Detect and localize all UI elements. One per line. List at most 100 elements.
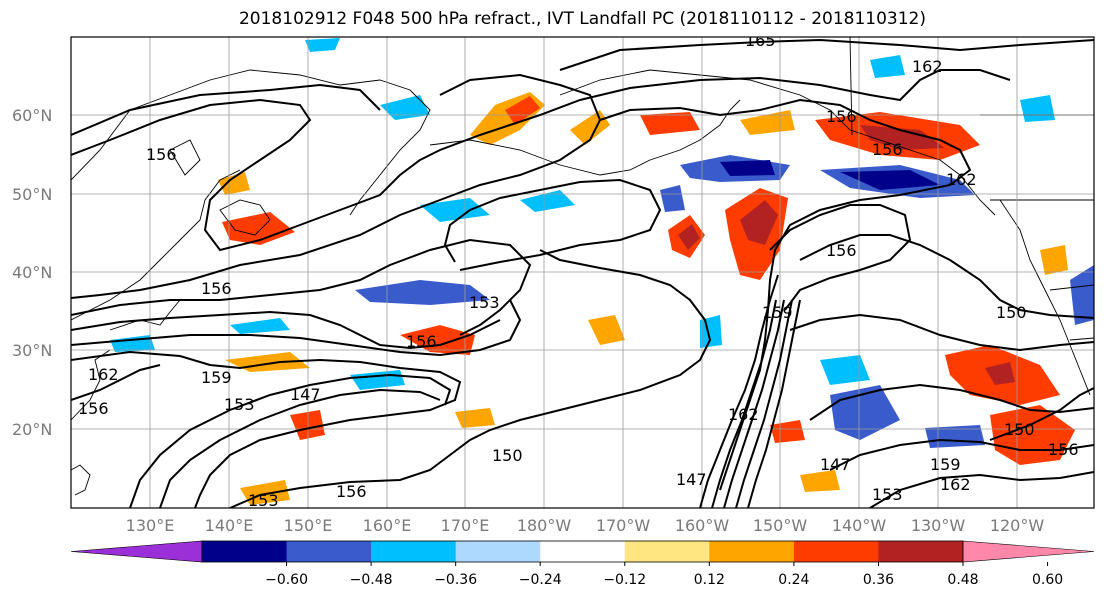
shade-positive: [218, 172, 250, 195]
contour-label: 162: [728, 405, 759, 424]
colorbar-swatch: [878, 541, 964, 562]
colorbar-extend-low: [70, 540, 203, 563]
shade-negative: [870, 55, 905, 78]
colorbar-tick-label: 0.12: [694, 572, 725, 588]
colorbar-tick-label: 0.48: [947, 572, 978, 588]
contour-label: 162: [912, 57, 943, 76]
shade-positive: [400, 325, 475, 355]
contour-label: 156: [146, 145, 177, 164]
lon-label: 140°W: [832, 516, 887, 535]
colorbar-swatch: [793, 541, 879, 562]
colorbar-swatch: [202, 541, 288, 562]
shade-positive: [505, 96, 540, 125]
shaded-anomaly-regions: [110, 38, 1094, 505]
colorbar-tick-label: −0.60: [265, 572, 308, 588]
shade-positive: [860, 125, 945, 150]
shade-negative: [230, 318, 290, 334]
contour-label: 156: [1048, 440, 1079, 459]
contour-label: 162: [88, 365, 119, 384]
shade-positive: [588, 315, 625, 345]
shade-positive: [740, 200, 778, 245]
latitude-labels: 60°N 50°N 40°N 30°N 20°N: [12, 106, 52, 439]
shade-negative: [700, 315, 722, 348]
contour-label: 153: [469, 293, 500, 312]
shade-negative: [925, 425, 985, 448]
lat-label: 20°N: [12, 420, 52, 439]
contour-label: 156: [336, 482, 367, 501]
lon-label: 170°E: [441, 516, 490, 535]
shade-positive: [678, 224, 700, 250]
colorbar-swatch: [624, 541, 710, 562]
contour-label: 153: [248, 491, 279, 510]
contour-label: 156: [826, 107, 857, 126]
contour-label: 156: [78, 399, 109, 418]
lon-label: 150°W: [753, 516, 808, 535]
lat-label: 40°N: [12, 263, 52, 282]
shade-positive: [222, 212, 295, 245]
colorbar-swatch: [371, 541, 457, 562]
lon-label: 120°W: [990, 516, 1045, 535]
contour-label: 156: [201, 279, 232, 298]
shade-positive: [770, 420, 805, 443]
colorbar-swatch: [286, 541, 372, 562]
shade-negative: [355, 280, 490, 305]
shade-negative: [840, 170, 940, 190]
shade-positive: [985, 362, 1015, 385]
contour-label: 165: [745, 31, 776, 50]
contour-label: 156: [826, 241, 857, 260]
lat-label: 60°N: [12, 106, 52, 125]
lon-label: 170°W: [596, 516, 651, 535]
contour-label: 156: [406, 332, 437, 351]
contour-label: 153: [224, 395, 255, 414]
contour-label: 147: [820, 455, 851, 474]
contour-label: 150: [1004, 420, 1035, 439]
colorbar-swatch: [709, 541, 795, 562]
colorbar-tick-label: 0.36: [863, 572, 894, 588]
colorbar-tick-label: −0.24: [519, 572, 562, 588]
shade-positive: [640, 112, 700, 135]
shade-negative: [420, 198, 490, 222]
contour-label: 156: [872, 140, 903, 159]
lat-label: 30°N: [12, 341, 52, 360]
contour-label: 159: [762, 303, 793, 322]
longitude-labels: 130°E 140°E 150°E 160°E 170°E 180°W 170°…: [126, 516, 1045, 535]
contour-label: 150: [492, 446, 523, 465]
lon-label: 140°E: [205, 516, 254, 535]
shade-negative: [305, 38, 340, 52]
colorbar-tick-label: −0.36: [434, 572, 477, 588]
lon-label: 160°W: [675, 516, 730, 535]
contour-label: 162: [940, 475, 971, 494]
colorbar-extend-high: [962, 540, 1095, 563]
shade-positive: [800, 470, 840, 492]
colorbar-tick-label: −0.48: [350, 572, 393, 588]
colorbar-tick-label: −0.12: [603, 572, 646, 588]
lat-label: 50°N: [12, 185, 52, 204]
shade-negative: [720, 160, 775, 176]
shade-negative: [1070, 265, 1094, 325]
colorbar: −0.60 −0.48 −0.36 −0.24 −0.12 0.12 0.24 0.36 0.4…: [70, 540, 1095, 588]
lon-label: 130°E: [126, 516, 175, 535]
contour-label-group: 165 162 156 156 156 156 156 153 156 159 …: [78, 31, 1079, 510]
colorbar-tick-label: 0.60: [1032, 572, 1063, 588]
contour-label: 159: [201, 368, 232, 387]
contour-lines: [71, 38, 1094, 508]
shade-positive: [740, 110, 795, 135]
shade-negative: [660, 185, 685, 212]
shade-negative: [820, 355, 870, 385]
contour-label: 153: [872, 485, 903, 504]
colorbar-tick-label: 0.24: [778, 572, 809, 588]
contour-label: 159: [930, 455, 961, 474]
map-frame: [70, 36, 1095, 509]
colorbar-swatch: [540, 541, 626, 562]
lon-label: 130°W: [911, 516, 966, 535]
lon-label: 150°E: [284, 516, 333, 535]
contour-label: 147: [290, 385, 321, 404]
contour-label: 150: [996, 303, 1027, 322]
contour-label: 162: [946, 170, 977, 189]
shade-negative: [520, 190, 575, 212]
shade-positive: [290, 410, 325, 440]
map-plot-area: 165 162 156 156 156 156 156 153 156 159 …: [71, 31, 1094, 510]
colorbar-frame: [201, 540, 964, 563]
shade-negative: [380, 95, 430, 120]
